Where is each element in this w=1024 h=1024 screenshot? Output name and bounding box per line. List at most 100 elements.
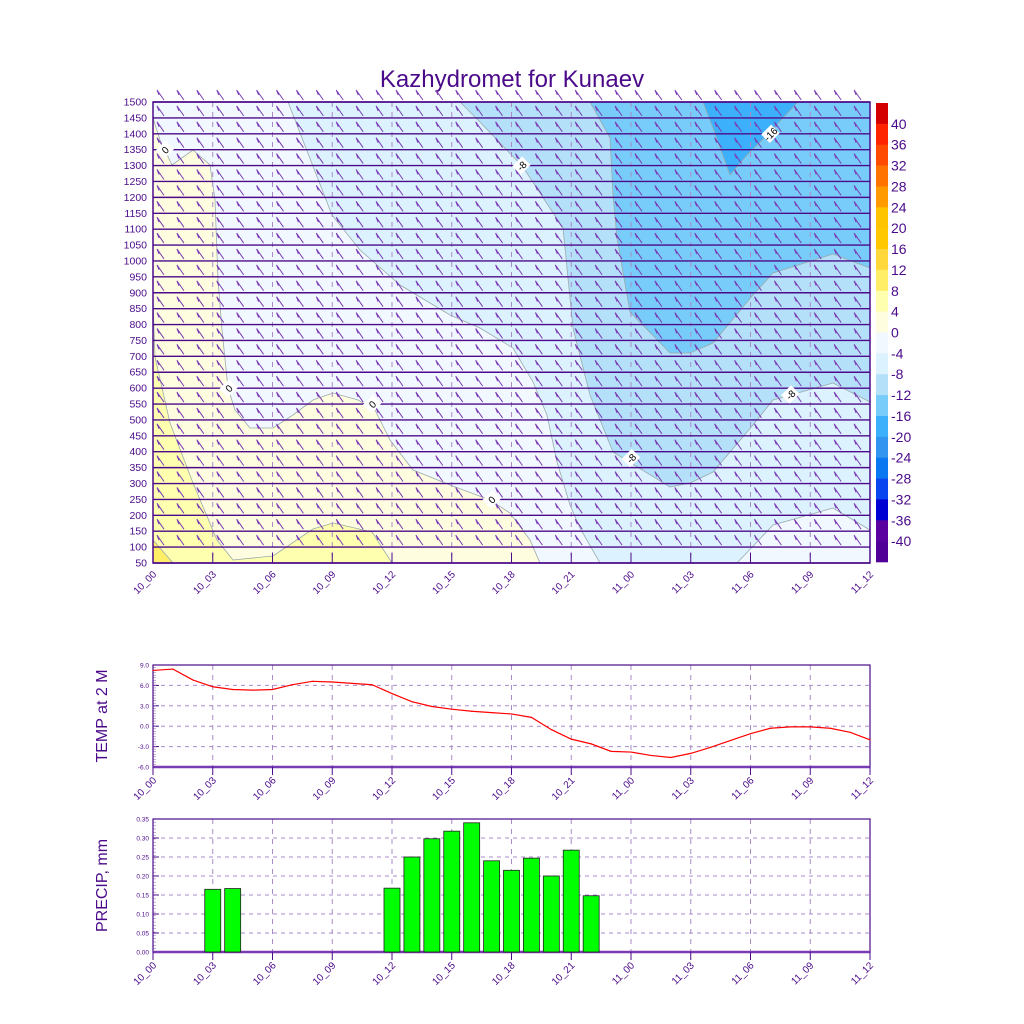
wind-barb	[714, 375, 723, 387]
wind-barb	[654, 439, 663, 451]
wind-barb	[435, 487, 444, 498]
wind-barb	[534, 185, 543, 196]
temperature-point	[849, 731, 851, 733]
wind-barb	[714, 264, 723, 276]
wind-barb	[435, 518, 444, 530]
wind-barb	[415, 503, 424, 514]
y-tick-label: 0.10	[136, 912, 149, 919]
wind-barb	[534, 89, 543, 101]
wind-barb	[554, 503, 563, 514]
wind-barb	[156, 534, 165, 546]
wind-barb	[853, 534, 862, 546]
wind-barb	[435, 121, 444, 133]
wind-barb	[714, 455, 723, 466]
y-tick-label: 300	[129, 478, 147, 490]
wind-barb	[176, 216, 185, 228]
wind-barb	[495, 518, 503, 530]
wind-barb	[295, 407, 304, 419]
wind-barb	[793, 280, 802, 292]
wind-barb	[395, 423, 404, 435]
wind-barb	[256, 169, 264, 180]
wind-barb	[176, 121, 185, 133]
wind-barb	[614, 200, 623, 212]
wind-barb	[773, 216, 782, 228]
wind-barb	[256, 344, 264, 355]
wind-barb	[375, 312, 384, 323]
wind-barb	[276, 280, 284, 292]
colorbar-label: -24	[891, 450, 911, 466]
wind-barb	[435, 439, 444, 451]
wind-barb	[455, 407, 464, 419]
wind-barb	[495, 487, 503, 498]
wind-barb	[276, 423, 284, 435]
wind-barb	[634, 169, 643, 180]
wind-barb	[734, 232, 742, 244]
precip-bar	[463, 822, 481, 953]
wind-barb	[853, 471, 862, 482]
wind-barb	[355, 153, 364, 164]
wind-barb	[156, 455, 165, 466]
wind-barb	[435, 296, 444, 307]
wind-barb	[236, 455, 245, 466]
wind-barb	[754, 503, 762, 514]
temperature-line	[152, 668, 871, 759]
wind-barb	[714, 391, 723, 403]
wind-barb	[156, 487, 165, 498]
wind-barb	[355, 423, 364, 435]
wind-barb	[754, 137, 762, 148]
wind-barb	[196, 185, 205, 196]
wind-barb	[853, 296, 862, 307]
wind-barb	[654, 185, 663, 196]
temperature-point	[710, 746, 712, 748]
wind-barb	[813, 216, 822, 228]
wind-barb	[335, 534, 344, 546]
y-tick-label: 3.0	[140, 703, 149, 710]
wind-barb	[335, 391, 344, 403]
wind-barb	[554, 153, 563, 164]
temperature-point	[152, 669, 154, 672]
wind-barb	[216, 248, 225, 260]
wind-barb	[574, 391, 583, 403]
wind-barb	[176, 375, 185, 387]
wind-barb	[813, 328, 822, 339]
wind-barb	[534, 359, 543, 371]
y-tick-label: 50	[135, 558, 147, 570]
wind-barb	[355, 264, 364, 276]
wind-barb	[335, 280, 344, 292]
wind-barb	[734, 391, 742, 403]
wind-barb	[594, 121, 603, 133]
colorbar-label: 28	[891, 178, 907, 194]
x-tick-label: 11_00	[610, 960, 637, 987]
colorbar-swatch	[876, 311, 888, 333]
wind-barb	[276, 534, 284, 546]
wind-barb	[415, 487, 424, 498]
wind-barb	[415, 423, 424, 435]
wind-barb	[156, 280, 165, 292]
wind-barb	[853, 518, 862, 530]
wind-barb	[276, 344, 284, 355]
colorbar-label: -4	[891, 345, 904, 361]
wind-barb	[594, 280, 603, 292]
wind-barb	[654, 503, 663, 514]
wind-barb	[216, 216, 225, 228]
wind-barb	[554, 232, 563, 244]
precip-bar	[403, 856, 421, 953]
wind-barb	[594, 359, 603, 371]
wind-barb	[654, 518, 663, 530]
wind-barb	[574, 503, 583, 514]
wind-barb	[554, 105, 563, 117]
wind-barb	[674, 344, 683, 355]
temperature-point	[729, 739, 732, 742]
wind-barb	[773, 359, 782, 371]
wind-barb	[853, 487, 862, 498]
wind-barb	[216, 185, 225, 196]
wind-barb	[534, 487, 543, 498]
wind-barb	[614, 121, 623, 133]
wind-barb	[614, 407, 623, 419]
wind-barb	[335, 312, 344, 323]
wind-barb	[515, 518, 523, 530]
x-tick-label: 10_18	[490, 960, 518, 988]
wind-barb	[196, 407, 205, 419]
wind-barb	[853, 328, 862, 339]
wind-barb	[276, 121, 284, 133]
